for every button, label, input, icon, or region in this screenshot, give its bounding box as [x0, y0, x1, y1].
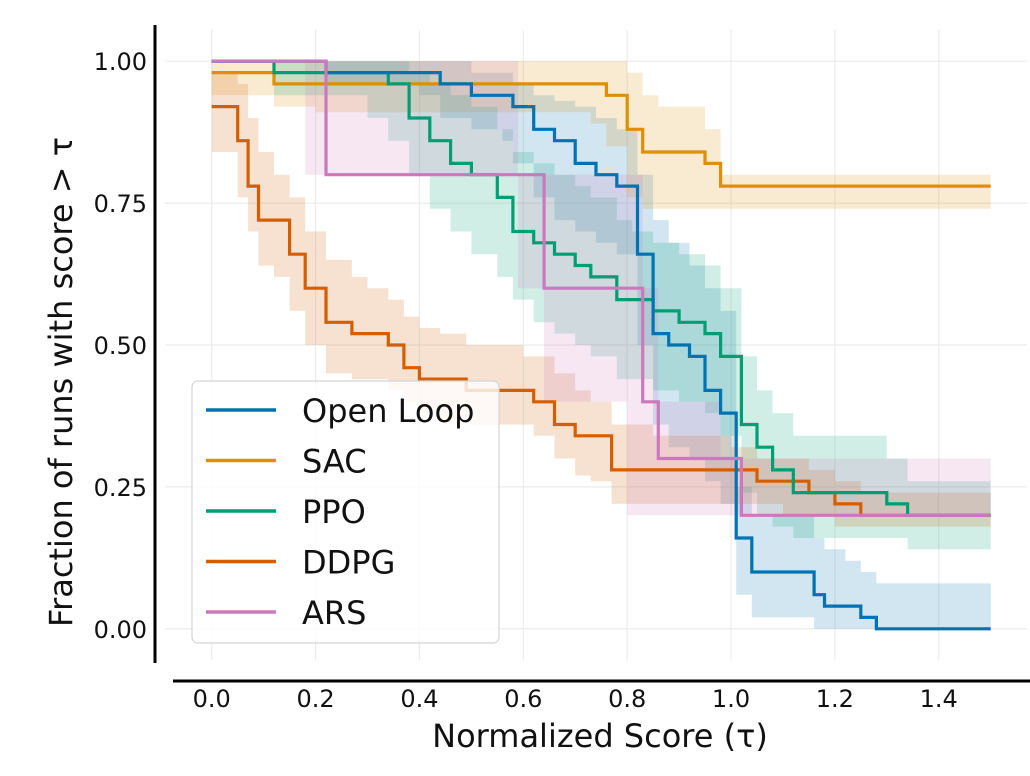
line-ars — [211, 59, 991, 517]
x-tick-label: 0.0 — [193, 685, 231, 713]
legend-label: ARS — [302, 594, 366, 632]
line-open-loop — [211, 59, 991, 631]
legend-item-sac: SAC — [206, 443, 367, 481]
y-tick-label: 0.25 — [94, 474, 147, 502]
x-tick-label: 1.0 — [712, 685, 750, 713]
series-lines — [211, 59, 991, 631]
line-sac — [211, 71, 991, 188]
y-tick-label: 0.75 — [94, 190, 147, 218]
band-sac — [211, 61, 991, 209]
x-tick-label: 1.2 — [816, 685, 854, 713]
x-tick-label: 0.8 — [608, 685, 646, 713]
legend-item-ars: ARS — [206, 594, 366, 632]
band-ppo — [211, 61, 991, 550]
x-axis-label: Normalized Score (τ) — [432, 717, 768, 755]
legend-label: PPO — [302, 493, 366, 531]
grid — [165, 30, 1027, 660]
x-tick-label: 0.2 — [297, 685, 335, 713]
legend: Open Loop SAC PPO DDPG ARS — [191, 380, 500, 644]
y-tick-label: 0.00 — [94, 616, 147, 644]
line-ddpg — [211, 105, 991, 517]
legend-label: Open Loop — [302, 392, 474, 430]
y-axis-label: Fraction of runs with score > τ — [42, 137, 80, 627]
legend-item-open-loop: Open Loop — [206, 392, 474, 430]
legend-label: DDPG — [302, 544, 395, 582]
legend-label: SAC — [302, 443, 367, 481]
legend-item-ppo: PPO — [206, 493, 366, 531]
x-tick-label: 0.6 — [504, 685, 542, 713]
x-tick-label: 1.4 — [920, 685, 958, 713]
y-tick-label: 1.00 — [94, 48, 147, 76]
axes — [153, 25, 1030, 683]
legend-item-ddpg: DDPG — [206, 544, 395, 582]
line-ppo — [211, 59, 991, 517]
x-tick-labels: 0.0 0.2 0.4 0.6 0.8 1.0 1.2 1.4 — [193, 685, 958, 713]
y-tick-labels: 0.00 0.25 0.50 0.75 1.00 — [94, 48, 147, 644]
y-tick-label: 0.50 — [94, 332, 147, 360]
legend-box — [191, 380, 500, 644]
x-tick-label: 0.4 — [400, 685, 438, 713]
